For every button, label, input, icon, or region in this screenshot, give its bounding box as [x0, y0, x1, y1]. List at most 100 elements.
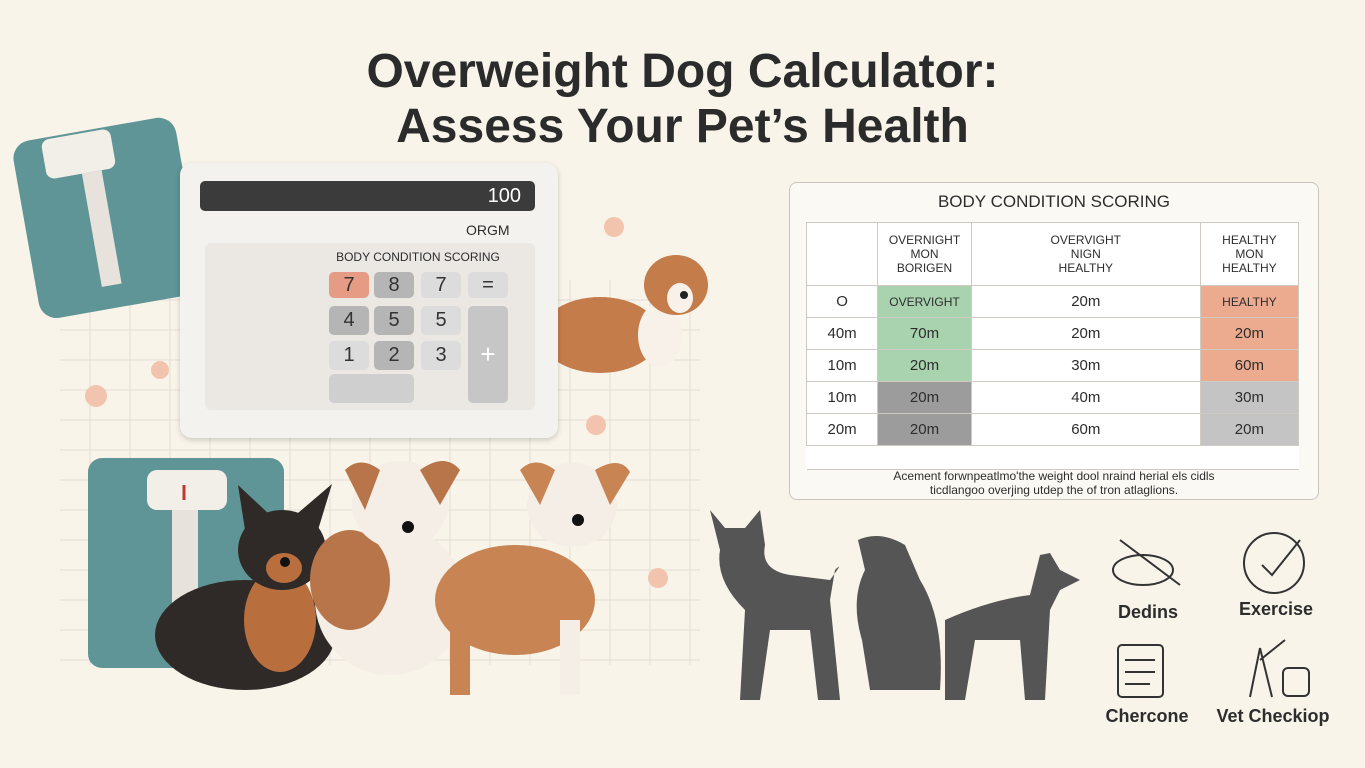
silhouette [710, 510, 840, 700]
icon-checklist [1125, 659, 1155, 685]
dot [604, 217, 624, 237]
table-cell: 20m [1199, 317, 1300, 350]
icon-label: Chercone [1105, 706, 1189, 726]
table-cell [1200, 445, 1299, 470]
icons [1112, 532, 1310, 698]
dog-ears [345, 461, 460, 510]
icon-diet [1112, 554, 1174, 586]
icon-label: Exercise [1238, 599, 1314, 619]
footnote: Acement forwnpeatlmo'the weight dool nra… [789, 469, 1319, 497]
table-cell: 40m [970, 381, 1201, 414]
dog-nose [402, 521, 414, 533]
icon-diet [1119, 539, 1181, 586]
calculator-display: 100 [200, 181, 535, 211]
scale-post [81, 170, 122, 287]
table-cell: HEALTHY [1199, 285, 1300, 318]
key[interactable]: 4 [329, 306, 369, 335]
table-cell: 20m [805, 413, 879, 446]
table-row: 20m 20m 60m 20m [805, 413, 1300, 446]
table-cell: 20m [970, 285, 1201, 318]
table-row: O OVERVIGHT 20m HEALTHY [805, 285, 1300, 318]
key[interactable]: 1 [329, 341, 369, 370]
key[interactable]: 7 [329, 272, 369, 298]
table-cell: 10m [805, 349, 879, 382]
icon-label: Vet Checkiop [1216, 706, 1330, 726]
scale-display [147, 470, 227, 510]
table-cell: 60m [970, 413, 1201, 446]
silhouette [945, 553, 1080, 700]
page-title: Overweight Dog Calculator: [366, 45, 999, 98]
table-cell: 30m [1199, 381, 1300, 414]
dog-legs [560, 620, 580, 695]
dog-muzzle [667, 283, 693, 313]
icon-exercise [1261, 539, 1301, 577]
key[interactable]: = [468, 272, 508, 298]
dog-head [238, 510, 326, 590]
dog-puppy [540, 255, 708, 373]
key[interactable]: 8 [374, 272, 414, 298]
footnote-line: ticdlangoo overjing utdep the of tron at… [929, 483, 1179, 497]
footnote-line: Acement forwnpeatlmo'the weight dool nra… [893, 469, 1215, 483]
dog-body [435, 545, 595, 655]
table-row: 10m 20m 40m 30m [805, 381, 1300, 414]
key[interactable]: 2 [374, 341, 414, 370]
key[interactable]: 3 [421, 341, 461, 370]
header-row: OVERNIGHT MON BORIGEN OVERVIGHT NIGN HEAL… [805, 222, 1300, 286]
key[interactable]: 7 [421, 272, 461, 298]
dot [151, 361, 169, 379]
dog-ears [520, 462, 630, 505]
key[interactable]: 5 [374, 306, 414, 335]
table-cell: 20m [970, 317, 1201, 350]
table-cell: 10m [805, 381, 879, 414]
dog-legs [450, 620, 470, 695]
scale-display [41, 129, 116, 179]
dog-silhouettes [710, 510, 1080, 700]
calculator-label: BODY CONDITION SCORING [336, 250, 500, 264]
dot [648, 568, 668, 588]
icon-exercise [1243, 532, 1305, 594]
silhouette [856, 536, 941, 690]
table-body: O OVERVIGHT 20m HEALTHY 40m 70m 20m 20m 10m 20m 30… [805, 285, 1300, 470]
icon-vet [1249, 639, 1286, 698]
scoring-table: OVERNIGHT MON BORIGEN OVERVIGHT NIGN HEAL… [805, 222, 1300, 470]
icon-vet [1282, 667, 1310, 697]
table-cell: 20m [877, 349, 972, 382]
table-cell: 40m [805, 317, 879, 350]
dog-patch [310, 530, 390, 630]
header-cell: OVERNIGHT MON BORIGEN [877, 222, 972, 286]
table-title: BODY CONDITION SCORING [937, 192, 1171, 211]
table-cell: O [805, 285, 879, 318]
dog-nose [280, 557, 290, 567]
key[interactable]: + [468, 306, 508, 403]
table-cell: 20m [877, 413, 972, 446]
table-cell [971, 445, 1201, 470]
table-cell: 70m [877, 317, 972, 350]
page-title: Assess Your Pet’s Health [396, 100, 969, 153]
dog-tan [435, 462, 630, 695]
calculator-unit: ORGM [466, 222, 510, 238]
table-head: OVERNIGHT MON BORIGEN OVERVIGHT NIGN HEAL… [805, 222, 1300, 286]
dog-muzzle [266, 553, 302, 583]
dog-nose [680, 291, 688, 299]
key-wide[interactable] [329, 374, 414, 403]
icon-checklist [1117, 644, 1164, 698]
key[interactable]: 5 [421, 306, 461, 335]
table-cell [806, 445, 878, 470]
table-cell [877, 445, 972, 470]
dog-chest [244, 568, 316, 672]
table-cell: 60m [1199, 349, 1300, 382]
icon-label: Dedins [1117, 602, 1178, 622]
table-row: 10m 20m 30m 60m [805, 349, 1300, 382]
table-row: 40m 70m 20m 20m [805, 317, 1300, 350]
header-cell: HEALTHY MON HEALTHY [1199, 222, 1300, 286]
dog-nose [572, 514, 584, 526]
dog-ears [238, 484, 332, 530]
dog-chest [638, 303, 682, 367]
header-cell [805, 222, 879, 286]
table-row-empty [806, 445, 1299, 470]
dog-head [352, 461, 448, 549]
scale-top [13, 117, 202, 319]
dog-head [527, 463, 617, 547]
